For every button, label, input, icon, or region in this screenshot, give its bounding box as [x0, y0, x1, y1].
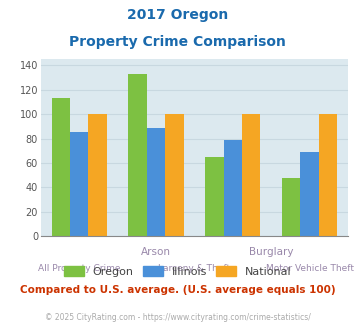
Bar [129, 74, 147, 236]
Text: Motor Vehicle Theft: Motor Vehicle Theft [266, 264, 354, 273]
Legend: Oregon, Illinois, National: Oregon, Illinois, National [59, 261, 296, 281]
Bar [242, 114, 260, 236]
Text: All Property Crime: All Property Crime [38, 264, 120, 273]
Text: Larceny & Theft: Larceny & Theft [158, 264, 230, 273]
Text: Arson: Arson [141, 247, 171, 256]
Bar [147, 128, 165, 236]
Bar [51, 98, 70, 236]
Bar [319, 114, 337, 236]
Bar [88, 114, 107, 236]
Bar [300, 152, 319, 236]
Text: Property Crime Comparison: Property Crime Comparison [69, 35, 286, 49]
Text: Compared to U.S. average. (U.S. average equals 100): Compared to U.S. average. (U.S. average … [20, 285, 335, 295]
Text: © 2025 CityRating.com - https://www.cityrating.com/crime-statistics/: © 2025 CityRating.com - https://www.city… [45, 314, 310, 322]
Bar [224, 140, 242, 236]
Bar [282, 178, 300, 236]
Text: 2017 Oregon: 2017 Oregon [127, 8, 228, 22]
Bar [70, 132, 88, 236]
Bar [205, 157, 224, 236]
Text: Burglary: Burglary [249, 247, 293, 256]
Bar [165, 114, 184, 236]
